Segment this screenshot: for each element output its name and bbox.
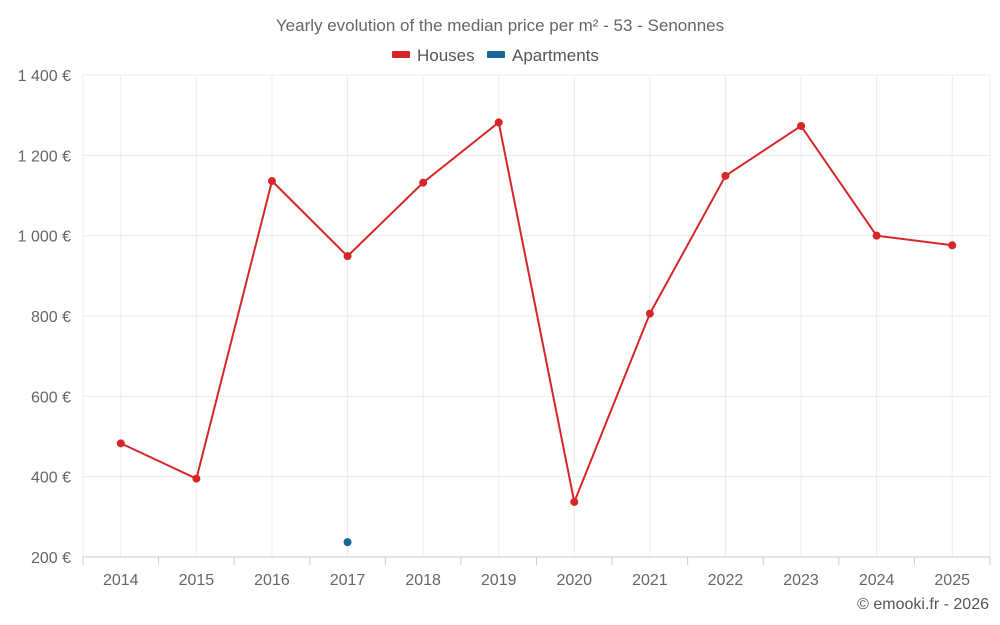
data-point[interactable] (343, 252, 352, 261)
y-tick-label: 600 € (31, 389, 71, 406)
legend-label: Apartments (512, 46, 599, 65)
legend-item-apartments[interactable]: Apartments (487, 46, 599, 65)
data-point[interactable] (721, 171, 730, 180)
x-tick-label: 2014 (103, 572, 139, 589)
y-tick-label: 1 200 € (18, 148, 71, 165)
series-apartments (343, 538, 352, 547)
y-tick-label: 800 € (31, 309, 71, 326)
x-tick-label: 2021 (632, 572, 668, 589)
data-point[interactable] (116, 439, 125, 448)
series-houses (116, 118, 957, 506)
x-axis-ticks: 2014 2015 2016 2017 2018 2019 2020 2021 2022 2023… (103, 572, 970, 589)
data-point[interactable] (948, 241, 957, 250)
data-point[interactable] (419, 178, 428, 187)
grid (82, 74, 991, 565)
x-tick-label: 2025 (934, 572, 970, 589)
data-point[interactable] (494, 118, 503, 127)
series-line-houses (120, 120, 953, 506)
data-point[interactable] (645, 309, 654, 318)
data-point[interactable] (267, 177, 276, 186)
x-tick-label: 2015 (179, 572, 215, 589)
legend-item-houses[interactable]: Houses (392, 46, 475, 65)
y-axis-ticks: 200 € 400 € 600 € 800 € 1 000 € 1 200 € 1 400 … (18, 68, 71, 567)
y-tick-label: 1 000 € (18, 229, 71, 246)
x-tick-label: 2017 (330, 572, 366, 589)
data-point[interactable] (872, 231, 881, 240)
legend-label: Houses (417, 46, 475, 65)
data-point[interactable] (192, 474, 201, 483)
credit-text: © emooki.fr - 2026 (857, 596, 989, 613)
chart-title: Yearly evolution of the median price per… (276, 16, 724, 35)
legend-swatch (392, 51, 410, 58)
y-tick-label: 200 € (31, 550, 71, 567)
x-tick-label: 2016 (254, 572, 290, 589)
x-tick-label: 2018 (405, 572, 441, 589)
x-tick-label: 2024 (859, 572, 895, 589)
legend[interactable]: Houses Apartments (392, 46, 599, 65)
x-tick-label: 2020 (556, 572, 592, 589)
series-layer (116, 118, 957, 547)
y-tick-label: 1 400 € (18, 68, 71, 85)
x-tick-label: 2019 (481, 572, 517, 589)
legend-swatch (487, 51, 505, 58)
x-tick-label: 2023 (783, 572, 819, 589)
data-point[interactable] (797, 122, 806, 131)
y-tick-label: 400 € (31, 470, 71, 487)
data-point[interactable] (570, 497, 579, 506)
x-tick-label: 2022 (708, 572, 744, 589)
data-point[interactable] (343, 538, 352, 547)
